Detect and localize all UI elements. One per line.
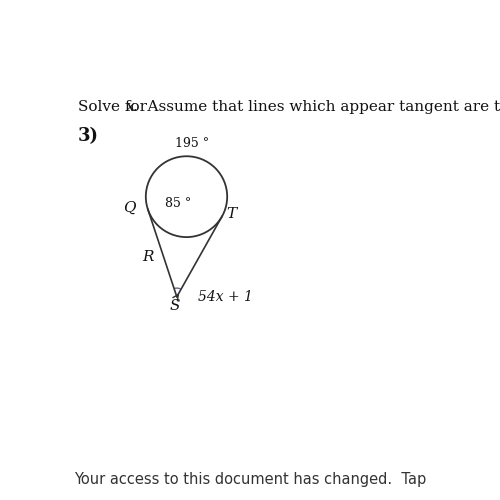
- Text: .  Assume that lines which appear tangent are tangent.: . Assume that lines which appear tangent…: [134, 100, 500, 114]
- Text: 3): 3): [78, 128, 99, 146]
- Text: R: R: [142, 250, 154, 264]
- Text: 54x + 1: 54x + 1: [198, 290, 253, 304]
- Text: 85 °: 85 °: [165, 198, 192, 210]
- Text: S: S: [170, 299, 180, 313]
- Text: x: x: [126, 100, 134, 114]
- Text: Q: Q: [122, 200, 135, 214]
- Text: 195 °: 195 °: [176, 136, 210, 149]
- Text: T: T: [226, 208, 237, 222]
- Text: Your access to this document has changed.  Tap: Your access to this document has changed…: [74, 472, 426, 487]
- Text: Solve for: Solve for: [78, 100, 152, 114]
